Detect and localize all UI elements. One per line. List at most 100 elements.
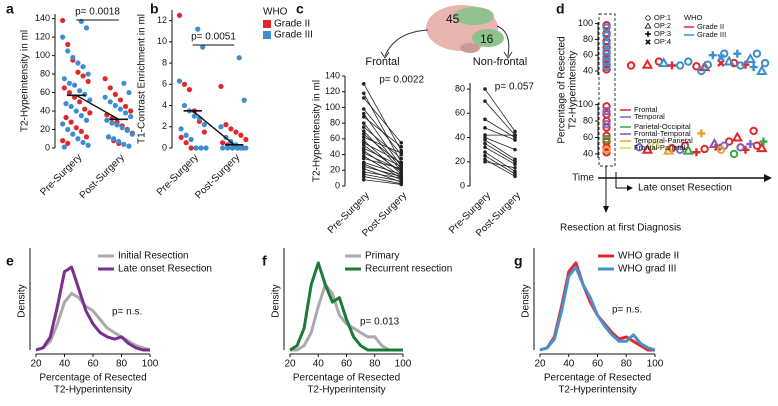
arrow-head [764,174,772,182]
data-point [692,148,701,157]
y-tick-label: 0 [162,142,167,152]
data-point [361,135,366,140]
brain-count: 16 [480,32,494,46]
data-point [80,73,86,79]
legend-label: Temporal-Parietal [634,136,693,145]
pair-line [484,127,516,141]
data-point [63,101,69,107]
panel-letter: c [296,1,304,17]
data-point [675,61,685,70]
data-point [85,71,91,77]
data-point [112,102,118,109]
y-tick-label: 40 [583,65,593,75]
panel-letter: a [6,1,14,17]
arrow [496,25,510,57]
data-point [178,126,184,132]
y-tick-label: 60 [40,87,50,97]
legend-label: WHO grad III [618,264,676,275]
data-point [203,145,209,151]
data-point [195,26,201,32]
data-point [361,96,366,100]
x-axis-label: Percentage of Resected [544,373,651,384]
data-point [191,113,198,119]
x-tick-label: 20 [30,359,42,370]
pair-line [363,83,402,151]
x-tick-label: Post-Surgery [78,152,127,201]
y-axis-label: Percentage of Resected [557,36,568,143]
data-point [651,141,660,150]
panel-letter: b [150,1,159,17]
legend-label: Parietal-Occipital [634,122,691,131]
pair-line [363,136,402,154]
data-point [225,145,231,151]
data-point [399,151,404,155]
p-value: p= n.s. [612,305,642,316]
density-line [539,265,656,352]
y-tick-label: 40 [455,132,465,142]
pair-line [363,162,402,175]
data-point [228,126,234,132]
data-point [121,80,127,86]
data-point [61,144,67,150]
arrow-head [380,51,390,59]
pair-line [484,151,516,172]
y-tick-label: 40 [330,149,340,159]
data-point [178,134,184,140]
data-point [129,131,135,137]
y-tick-label: 6 [162,79,167,89]
p-value: p= 0.057 [495,82,535,93]
data-point [220,140,226,146]
data-point [77,88,83,94]
timeline-layout [598,13,772,213]
data-point [87,97,93,103]
x-tick-label: 100 [647,359,664,370]
data-point [61,76,67,82]
y-tick-label: 0 [460,180,465,190]
data-point [483,126,487,130]
p-value: p= 0.0022 [379,75,424,86]
p-value: p= 0.0051 [191,32,236,43]
data-point [602,23,611,32]
y-axis-label: T2-Hyperintensity [568,51,579,129]
x-tick-label: 40 [59,359,71,370]
y-tick-label: 4 [162,100,167,110]
data-point [720,49,729,58]
density-line [35,291,151,352]
data-point [641,143,654,154]
legend-label: Recurrent resection [365,264,452,275]
y-tick-label: 60 [583,50,593,60]
x-tick-label: Pre-Surgery [155,152,201,198]
data-point [126,89,132,96]
legend-label: OP:1 [654,13,671,22]
data-point [723,55,735,66]
data-point [201,129,207,135]
pair-line [363,173,402,182]
brain-stem [460,43,480,53]
data-point [65,140,71,146]
data-point [756,65,768,76]
data-point [66,89,73,96]
y-tick-label: 10 [157,36,167,46]
data-point [759,137,768,146]
data-point [602,134,611,144]
legend-swatch [263,31,271,39]
data-point [82,91,88,97]
data-point [176,12,183,18]
data-point [483,159,487,164]
data-point [483,153,487,158]
pair-line [363,147,402,167]
data-point [697,66,706,76]
data-point [117,106,124,112]
arrow-head [627,185,633,191]
panel-letter: g [514,253,523,269]
data-point [80,64,86,70]
data-point [188,145,194,151]
data-point [70,131,76,137]
legend-symbol [644,22,652,29]
data-point [229,145,236,151]
data-point [243,136,249,143]
legend-label: OP:4 [654,37,671,46]
p-value: p= n.s. [112,307,142,318]
data-point [749,126,758,136]
data-point [361,156,366,161]
